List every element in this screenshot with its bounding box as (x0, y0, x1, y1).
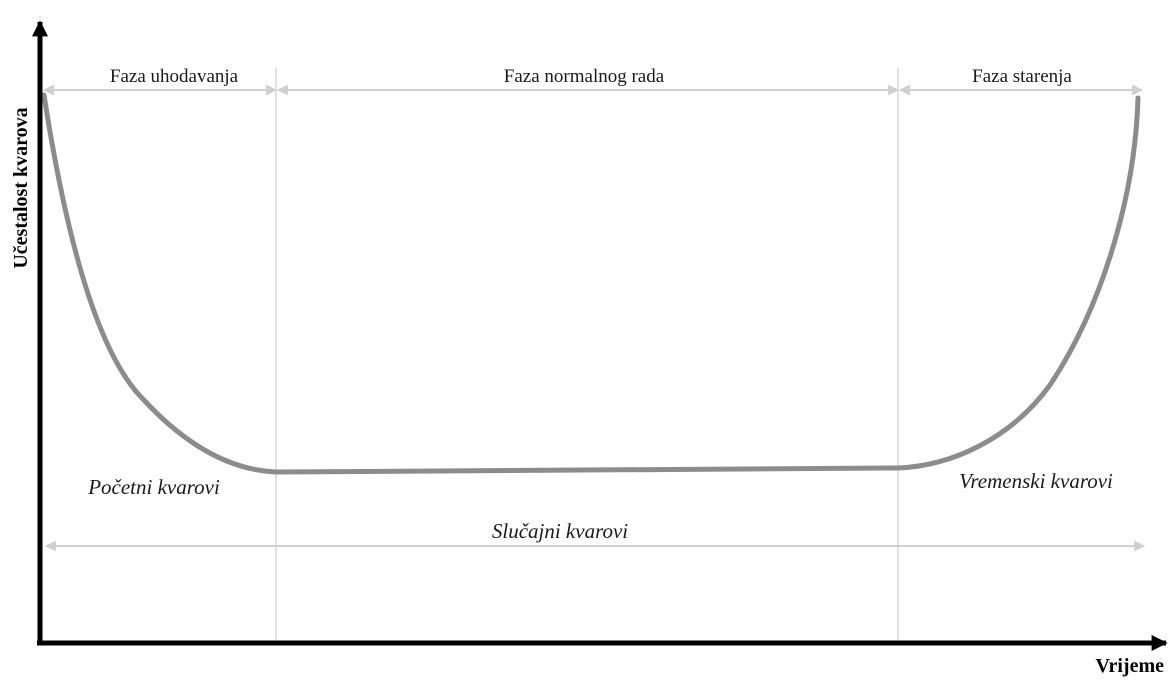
random-failures-label: Slučajni kvarovi (492, 519, 628, 543)
phase-label-normal: Faza normalnog rada (504, 66, 665, 87)
early-failures-label: Početni kvarovi (87, 475, 220, 499)
wearout-failures-label: Vremenski kvarovi (959, 469, 1113, 493)
y-axis-label: Učestalost kvarova (10, 107, 32, 268)
phase-label-run-in: Faza uhodavanja (110, 66, 239, 87)
phase-label-aging: Faza starenja (972, 66, 1072, 87)
bathtub-curve (41, 92, 1141, 475)
x-axis-label: Vrijeme (1096, 655, 1165, 677)
